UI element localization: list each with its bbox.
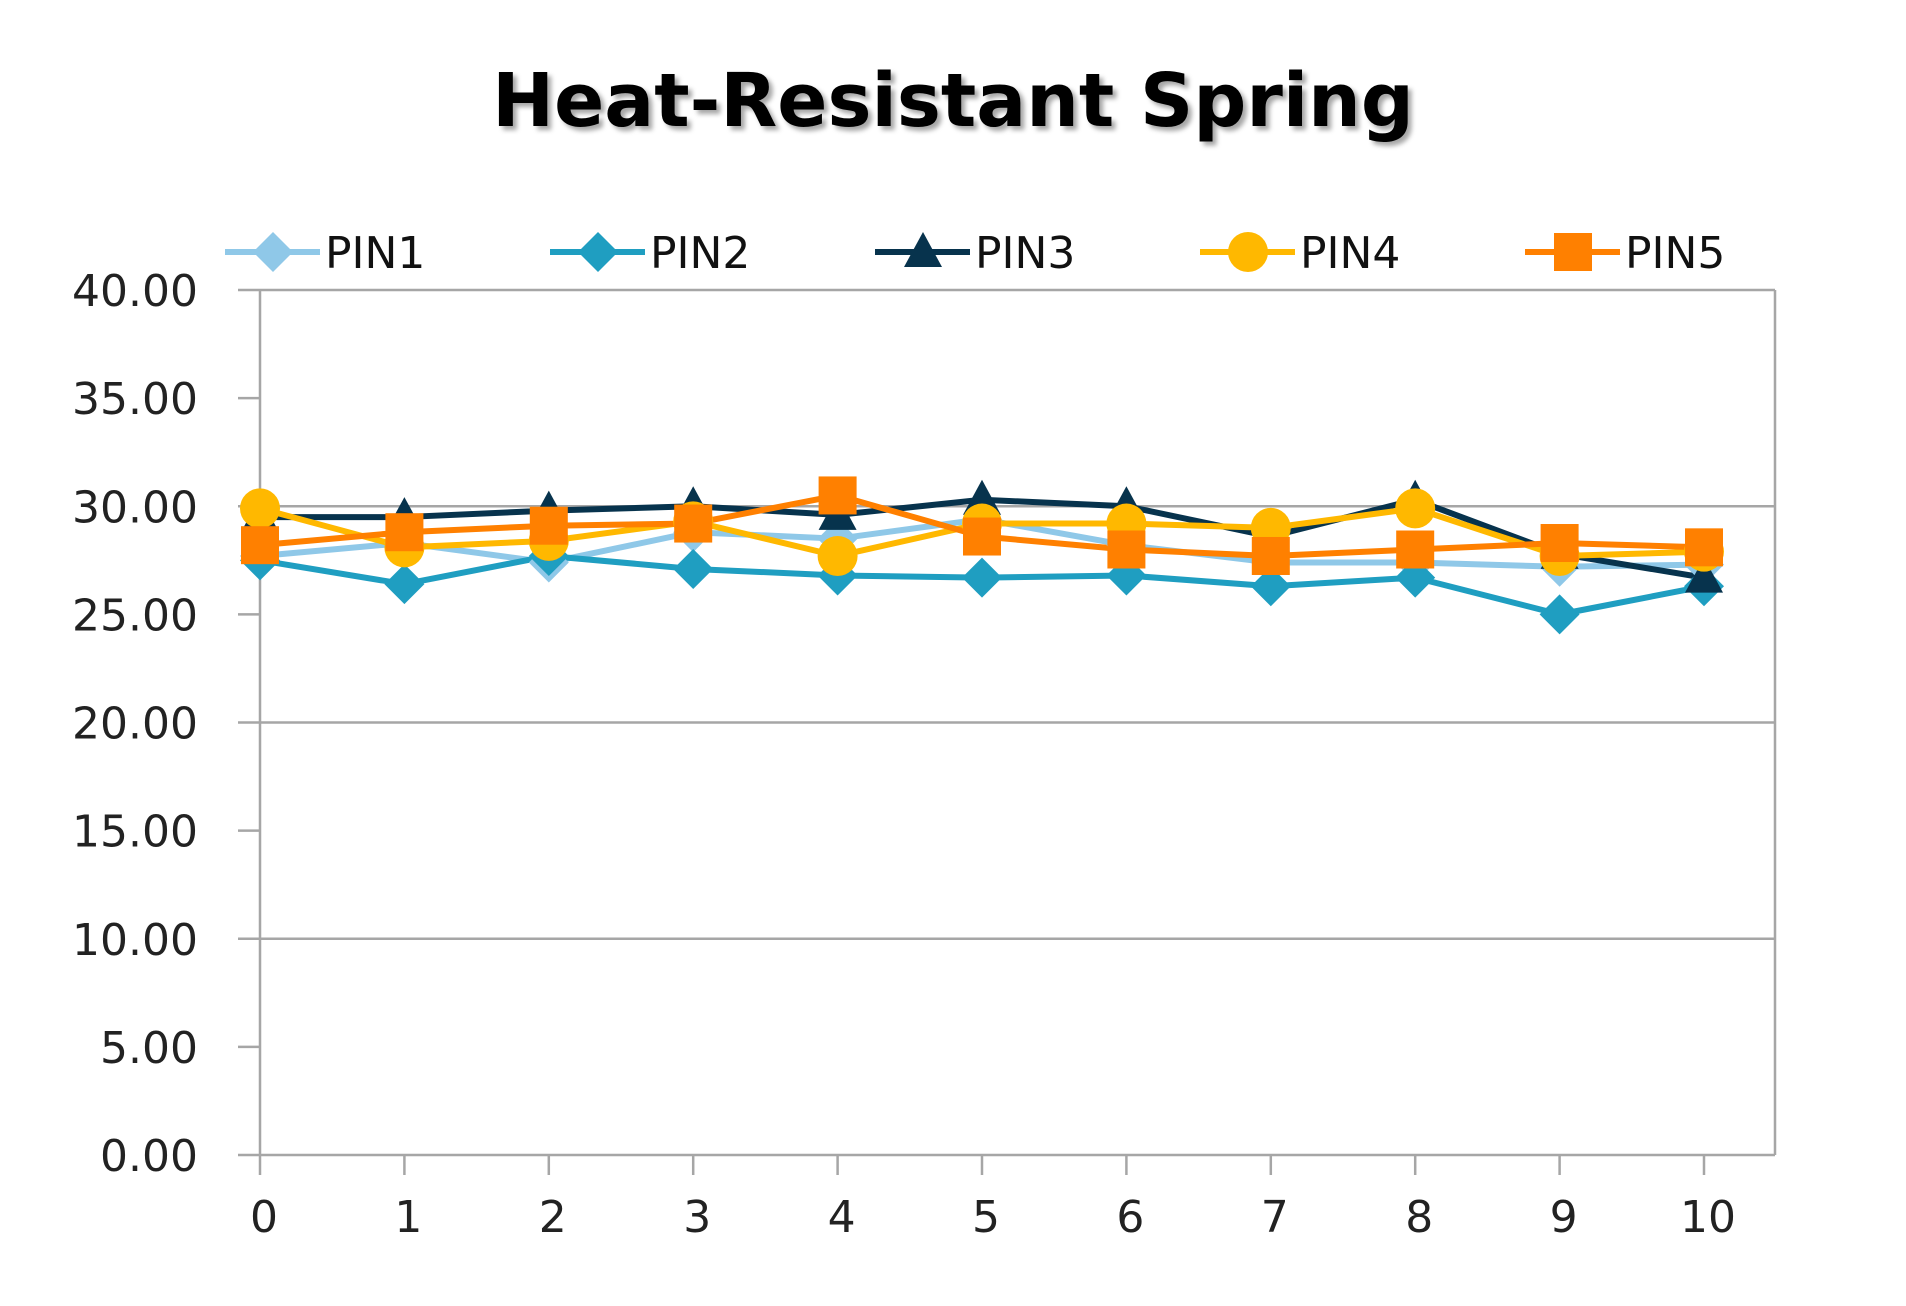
legend-label: PIN1	[325, 228, 425, 279]
legend-marker	[1554, 233, 1592, 271]
y-tick-label: 35.00	[72, 374, 198, 425]
x-tick-label: 6	[1116, 1192, 1144, 1243]
data-point-pin4	[240, 488, 280, 529]
x-tick-label: 1	[394, 1192, 422, 1243]
x-tick-label: 9	[1550, 1192, 1578, 1243]
legend-marker	[578, 232, 618, 272]
data-point-pin2	[673, 548, 714, 589]
legend-item-pin2: PIN2	[550, 228, 750, 279]
y-tick-label: 20.00	[72, 699, 198, 750]
legend-marker	[1228, 232, 1268, 272]
y-tick-label: 0.00	[100, 1131, 198, 1182]
data-point-pin3	[1685, 557, 1723, 593]
x-tick-label: 10	[1680, 1192, 1736, 1243]
y-tick-label: 40.00	[72, 266, 198, 317]
x-tick-label: 8	[1405, 1192, 1433, 1243]
data-point-pin5	[818, 476, 857, 515]
data-point-pin5	[674, 504, 713, 543]
markers-pin5	[241, 476, 1723, 575]
legend-label: PIN3	[975, 228, 1075, 279]
y-tick-label: 15.00	[72, 807, 198, 858]
legend-item-pin5: PIN5	[1525, 228, 1725, 279]
y-tick-label: 10.00	[72, 915, 198, 966]
x-tick-label: 7	[1261, 1192, 1289, 1243]
data-point-pin4	[817, 535, 858, 576]
legend-marker	[904, 232, 942, 267]
legend-label: PIN2	[650, 228, 750, 279]
data-point-pin2	[1250, 566, 1291, 607]
data-point-pin5	[1396, 530, 1435, 569]
data-point-pin5	[1251, 536, 1290, 575]
x-tick-label: 5	[972, 1192, 1000, 1243]
x-tick-label: 0	[250, 1192, 278, 1243]
series-markers	[240, 476, 1724, 635]
x-axis-ticks: 0 1 2 3 4 5 6 7 8 9 10	[250, 1155, 1736, 1243]
chart-title: Heat-Resistant Spring	[492, 58, 1414, 144]
legend-marker	[253, 232, 293, 272]
y-tick-label: 30.00	[72, 482, 198, 533]
data-point-pin2	[962, 557, 1002, 598]
y-tick-label: 5.00	[100, 1023, 198, 1074]
data-point-pin4	[1395, 488, 1436, 529]
x-tick-label: 4	[828, 1192, 856, 1243]
data-point-pin2	[384, 564, 425, 605]
data-point-pin5	[1107, 530, 1146, 569]
gridlines	[260, 288, 1775, 940]
data-point-pin5	[385, 513, 424, 552]
x-tick-label: 2	[539, 1192, 567, 1243]
legend-item-pin4: PIN4	[1200, 228, 1400, 279]
data-point-pin5	[529, 506, 568, 545]
data-point-pin5	[241, 526, 279, 565]
legend-item-pin1: PIN1	[225, 228, 425, 279]
x-tick-label: 3	[683, 1192, 711, 1243]
data-point-pin5	[1540, 524, 1579, 563]
legend-item-pin3: PIN3	[875, 228, 1075, 279]
legend: PIN1 PIN2 PIN3 PIN4 PIN5	[225, 228, 1725, 279]
data-point-pin5	[1685, 528, 1723, 567]
y-tick-label: 25.00	[72, 590, 198, 641]
y-axis-ticks: 0.00 5.00 10.00 15.00 20.00 25.00 30.00 35.00 40…	[72, 266, 260, 1182]
legend-label: PIN5	[1625, 228, 1725, 279]
data-point-pin2	[1539, 594, 1580, 635]
legend-label: PIN4	[1300, 228, 1400, 279]
data-point-pin5	[963, 517, 1001, 556]
